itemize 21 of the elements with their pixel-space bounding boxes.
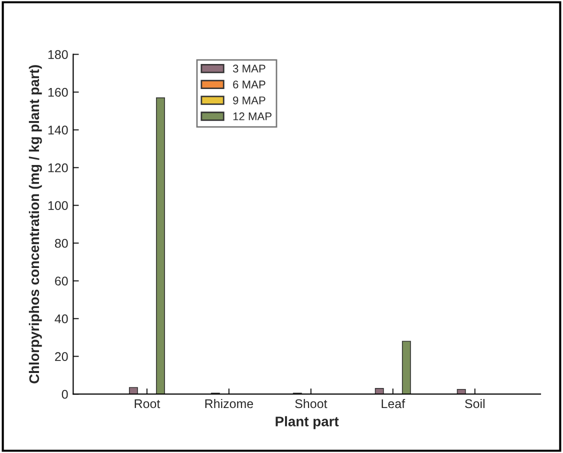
x-tick-label: Soil (465, 398, 484, 408)
y-tick-label: 80 (54, 238, 68, 248)
legend-label: 3 MAP (232, 64, 266, 73)
y-tick-label: 100 (48, 201, 68, 210)
y-tick-label: 60 (55, 276, 68, 286)
x-axis-title: Plant part (276, 416, 339, 430)
y-tick-label: 180 (48, 50, 68, 60)
y-axis-title: Chlorpyriphos concentration (mg / kg plant part) (28, 65, 42, 384)
y-tick-label: 20 (55, 352, 68, 362)
legend-label: 12 MAP (233, 112, 272, 120)
y-tick-label: 140 (48, 126, 68, 135)
y-tick-label: 120 (48, 163, 68, 172)
x-tick-label: Rhizome (205, 398, 254, 408)
legend-label: 6 MAP (233, 80, 266, 88)
y-tick-label: 160 (48, 88, 68, 97)
x-tick-label: Root (134, 399, 160, 408)
y-tick-label: 40 (54, 314, 68, 324)
x-tick-label: Shoot (295, 398, 328, 408)
y-tick-label: 0 (62, 390, 68, 399)
legend-label: 9 MAP (233, 96, 266, 104)
x-tick-label: Leaf (382, 398, 406, 408)
